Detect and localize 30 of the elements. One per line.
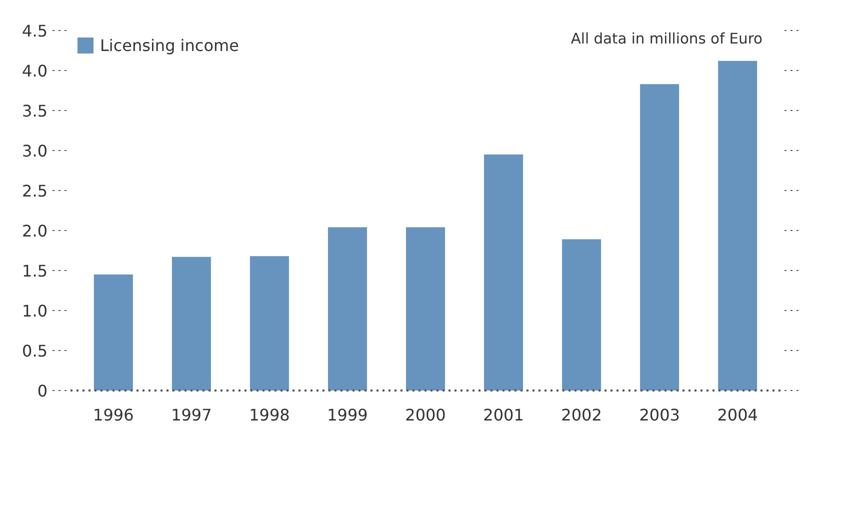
- bar: [718, 60, 758, 390]
- legend-label: Licensing income: [100, 35, 239, 55]
- x-tick-label: 1996: [93, 406, 134, 424]
- x-tick-label: 2003: [639, 406, 680, 424]
- x-tick-label: 2001: [483, 406, 524, 424]
- y-tick-label: 3.0: [22, 142, 48, 160]
- y-tick-label: 2.0: [22, 222, 48, 240]
- x-tick-label: 1997: [171, 406, 212, 424]
- y-tick-label: 1.0: [22, 302, 48, 320]
- y-tick-label: 4.0: [22, 62, 48, 80]
- x-tick-label: 1998: [249, 406, 290, 424]
- bar: [172, 256, 211, 390]
- y-tick-label: 0.5: [22, 342, 48, 360]
- bar: [328, 227, 367, 390]
- x-tick-label: 2002: [561, 406, 602, 424]
- y-tick-label: 0: [37, 382, 48, 400]
- y-tick-label: 3.5: [22, 102, 48, 120]
- x-tick-label: 1999: [327, 406, 368, 424]
- x-tick-label: 2000: [405, 406, 446, 424]
- bar: [406, 227, 446, 390]
- bar: [562, 239, 602, 390]
- y-tick-label: 1.5: [22, 262, 48, 280]
- bar: [94, 274, 133, 390]
- y-tick-label: 4.5: [22, 22, 48, 40]
- y-tick-label: 2.5: [22, 182, 48, 200]
- x-tick-label: 2004: [717, 406, 758, 424]
- bar: [640, 84, 680, 390]
- bar: [250, 256, 289, 390]
- annotation: All data in millions of Euro: [570, 30, 763, 48]
- bar: [484, 154, 524, 390]
